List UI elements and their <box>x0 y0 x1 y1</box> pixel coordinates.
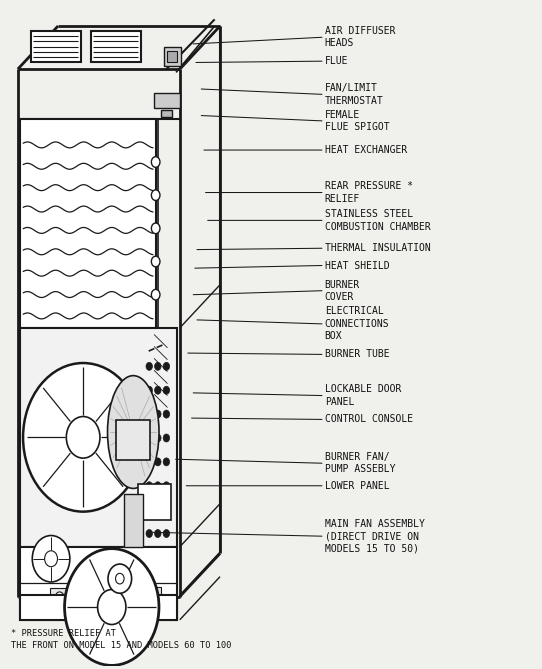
Bar <box>134 587 161 607</box>
Circle shape <box>146 386 152 394</box>
Circle shape <box>146 458 152 466</box>
Circle shape <box>154 363 161 371</box>
Bar <box>31 31 81 62</box>
Circle shape <box>154 506 161 514</box>
Circle shape <box>163 530 170 537</box>
Circle shape <box>163 410 170 418</box>
Text: CONTROL CONSOLE: CONTROL CONSOLE <box>325 414 413 424</box>
Circle shape <box>151 256 160 267</box>
Bar <box>21 595 177 619</box>
Circle shape <box>66 417 100 458</box>
Text: LOWER PANEL: LOWER PANEL <box>325 481 389 491</box>
Circle shape <box>151 157 160 167</box>
Text: STAINLESS STEEL
COMBUSTION CHAMBER: STAINLESS STEEL COMBUSTION CHAMBER <box>325 209 430 231</box>
Circle shape <box>163 363 170 371</box>
Text: FAN/LIMIT
THERMOSTAT: FAN/LIMIT THERMOSTAT <box>325 83 383 106</box>
Text: AIR DIFFUSER
HEADS: AIR DIFFUSER HEADS <box>325 26 395 48</box>
Circle shape <box>146 434 152 442</box>
Text: * PRESSURE RELIEF AT
THE FRONT ON MODEL 15 AND MODELS 60 TO 100: * PRESSURE RELIEF AT THE FRONT ON MODEL … <box>11 629 231 650</box>
Circle shape <box>151 223 160 233</box>
Bar <box>21 547 177 619</box>
Circle shape <box>115 573 124 584</box>
Circle shape <box>151 290 160 300</box>
Bar <box>21 328 177 547</box>
Text: HEAT EXCHANGER: HEAT EXCHANGER <box>325 145 407 155</box>
Circle shape <box>44 551 57 567</box>
Text: FLUE: FLUE <box>325 56 348 66</box>
Text: BURNER
COVER: BURNER COVER <box>325 280 360 302</box>
Bar <box>167 51 177 62</box>
Circle shape <box>33 535 70 582</box>
Circle shape <box>163 434 170 442</box>
Text: LOCKABLE DOOR
PANEL: LOCKABLE DOOR PANEL <box>325 384 401 407</box>
Circle shape <box>154 482 161 490</box>
Circle shape <box>98 589 126 625</box>
Circle shape <box>163 386 170 394</box>
Circle shape <box>154 410 161 418</box>
Bar <box>161 110 172 117</box>
Text: FEMALE
FLUE SPIGOT: FEMALE FLUE SPIGOT <box>325 110 389 132</box>
Circle shape <box>163 458 170 466</box>
Circle shape <box>55 592 64 603</box>
Text: ELECTRICAL
CONNECTIONS
BOX: ELECTRICAL CONNECTIONS BOX <box>325 306 389 341</box>
Bar <box>91 31 140 62</box>
Bar <box>50 588 98 607</box>
Circle shape <box>154 434 161 442</box>
Ellipse shape <box>107 375 159 488</box>
Bar <box>139 484 171 520</box>
Circle shape <box>146 506 152 514</box>
Circle shape <box>146 530 152 537</box>
Bar <box>154 93 180 108</box>
Text: REAR PRESSURE *
RELIEF: REAR PRESSURE * RELIEF <box>325 181 413 204</box>
Circle shape <box>154 458 161 466</box>
Circle shape <box>88 592 96 603</box>
Circle shape <box>154 530 161 537</box>
Bar <box>116 420 151 460</box>
Text: MAIN FAN ASSEMBLY
(DIRECT DRIVE ON
MODELS 15 TO 50): MAIN FAN ASSEMBLY (DIRECT DRIVE ON MODEL… <box>325 518 424 553</box>
Text: THERMAL INSULATION: THERMAL INSULATION <box>325 244 430 254</box>
Bar <box>164 47 181 66</box>
Circle shape <box>146 363 152 371</box>
Circle shape <box>77 592 86 603</box>
Text: BURNER FAN/
PUMP ASSEBLY: BURNER FAN/ PUMP ASSEBLY <box>325 452 395 474</box>
Circle shape <box>146 482 152 490</box>
Circle shape <box>163 482 170 490</box>
Circle shape <box>163 506 170 514</box>
Circle shape <box>23 363 143 512</box>
Circle shape <box>66 592 75 603</box>
Circle shape <box>146 410 152 418</box>
Text: HEAT SHEILD: HEAT SHEILD <box>325 260 389 270</box>
Circle shape <box>151 190 160 201</box>
Bar <box>124 494 143 547</box>
Circle shape <box>108 564 132 593</box>
Circle shape <box>154 386 161 394</box>
Text: BURNER TUBE: BURNER TUBE <box>325 349 389 359</box>
Bar <box>21 119 156 328</box>
Circle shape <box>64 549 159 666</box>
